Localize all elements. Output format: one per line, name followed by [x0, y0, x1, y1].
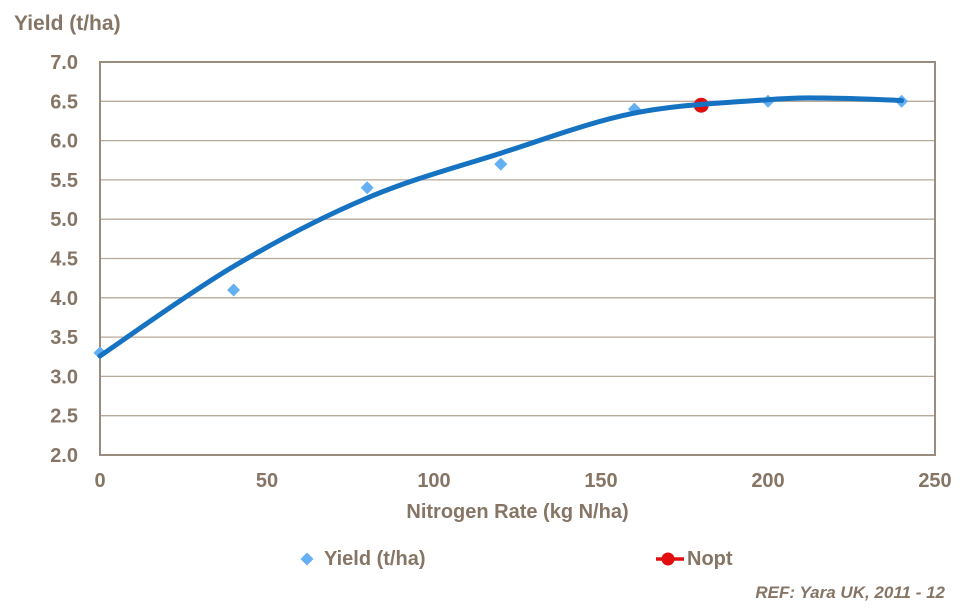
y-tick-label: 2.0	[50, 445, 78, 467]
x-tick-label: 200	[751, 470, 784, 492]
y-tick-label: 4.5	[50, 249, 78, 271]
x-tick-label: 0	[94, 470, 105, 492]
plot-border	[99, 61, 936, 456]
y-tick-label: 5.0	[50, 209, 78, 231]
y-tick-label: 5.5	[50, 170, 78, 192]
x-tick-label: 50	[256, 470, 278, 492]
yield-data-point	[227, 283, 241, 297]
chart-title: Yield (t/ha)	[14, 12, 121, 35]
yield-data-point	[494, 157, 508, 171]
legend-label-yield: Yield (t/ha)	[324, 548, 426, 570]
x-tick-label: 100	[417, 470, 450, 492]
nopt-marker-icon	[655, 551, 685, 567]
y-tick-label: 3.0	[50, 366, 78, 388]
y-tick-label: 6.0	[50, 131, 78, 153]
yield-data-point	[360, 181, 374, 195]
legend-item-yield: Yield (t/ha)	[299, 546, 425, 572]
legend-item-nopt: Nopt	[655, 546, 733, 572]
legend-label-nopt: Nopt	[687, 548, 733, 570]
legend: Yield (t/ha) Nopt	[0, 546, 960, 572]
y-tick-label: 4.0	[50, 288, 78, 310]
trend-curve	[97, 95, 905, 359]
diamond-marker-icon	[299, 551, 315, 567]
x-axis-title: Nitrogen Rate (kg N/ha)	[406, 501, 629, 523]
y-tick-label: 6.5	[50, 91, 78, 113]
y-tick-label: 7.0	[50, 52, 78, 74]
x-tick-label: 150	[584, 470, 617, 492]
reference-text: REF: Yara UK, 2011 - 12	[755, 583, 945, 602]
y-tick-label: 2.5	[50, 406, 78, 428]
x-tick-label: 250	[918, 470, 951, 492]
y-tick-label: 3.5	[50, 327, 78, 349]
